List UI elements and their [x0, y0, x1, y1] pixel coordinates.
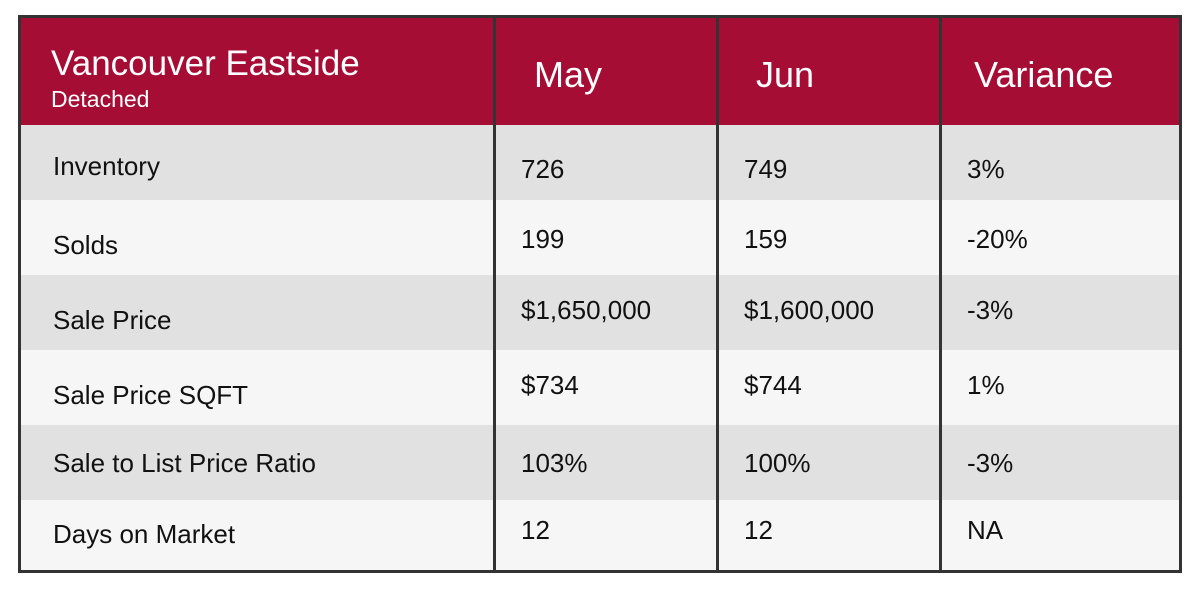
column-divider	[493, 18, 496, 570]
row-label: Sale Price SQFT	[53, 380, 249, 410]
column-header-may: May	[534, 54, 603, 95]
cell-variance: -3%	[967, 448, 1014, 478]
cell-may: 103%	[521, 448, 588, 478]
cell-jun: 100%	[744, 448, 811, 478]
cell-may: 12	[521, 515, 550, 545]
table-title: Vancouver Eastside	[51, 44, 360, 83]
cell-variance: 1%	[967, 370, 1005, 400]
cell-jun: $744	[744, 370, 802, 400]
row-label: Sale to List Price Ratio	[53, 448, 317, 478]
column-header-jun: Jun	[756, 54, 815, 95]
cell-jun: 749	[744, 154, 788, 184]
cell-variance: -20%	[967, 224, 1028, 254]
cell-variance: -3%	[967, 295, 1014, 325]
table-subtitle: Detached	[51, 86, 150, 112]
stats-table: Vancouver Eastside Detached May Jun Vari…	[18, 15, 1182, 573]
table-row: Sale Price $1,650,000 $1,600,000 -3%	[21, 275, 1179, 350]
cell-may: 199	[521, 224, 565, 254]
row-label: Inventory	[53, 151, 160, 181]
cell-jun: $1,600,000	[744, 295, 875, 325]
header-row: Vancouver Eastside Detached May Jun Vari…	[21, 18, 1179, 125]
row-label: Days on Market	[53, 519, 236, 549]
column-divider	[939, 18, 942, 570]
row-label: Sale Price	[53, 305, 172, 335]
cell-variance: NA	[967, 515, 1004, 545]
column-header-variance: Variance	[974, 54, 1114, 95]
cell-may: 726	[521, 154, 565, 184]
cell-may: $734	[521, 370, 579, 400]
table-row: Sale Price SQFT $734 $744 1%	[21, 350, 1179, 425]
cell-variance: 3%	[967, 154, 1005, 184]
table-row: Sale to List Price Ratio 103% 100% -3%	[21, 425, 1179, 500]
cell-jun: 12	[744, 515, 773, 545]
table-row: Days on Market 12 12 NA	[21, 500, 1179, 570]
cell-may: $1,650,000	[521, 295, 652, 325]
column-divider	[716, 18, 719, 570]
table-row: Solds 199 159 -20%	[21, 200, 1179, 275]
cell-jun: 159	[744, 224, 788, 254]
row-label: Solds	[53, 230, 119, 260]
table-row: Inventory 726 749 3%	[21, 125, 1179, 200]
